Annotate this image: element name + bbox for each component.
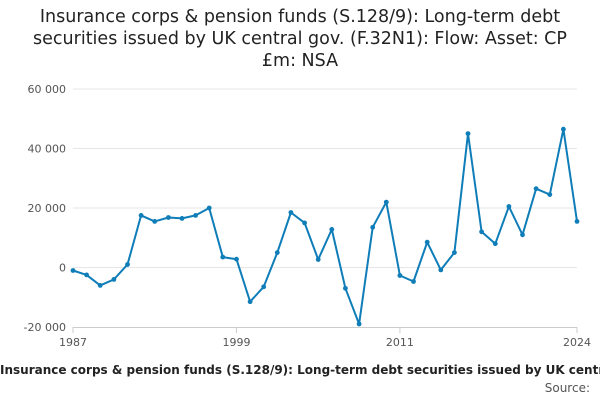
gridlines xyxy=(73,88,577,268)
data-point[interactable] xyxy=(315,257,321,262)
data-point[interactable] xyxy=(302,220,307,226)
data-point[interactable] xyxy=(411,279,416,284)
x-tick-label: 1987 xyxy=(59,336,87,349)
data-point[interactable] xyxy=(206,205,212,211)
x-axis-ticks: 1987 1999 2011 2024 xyxy=(59,327,591,349)
data-point[interactable] xyxy=(343,285,348,291)
y-tick-label: 20 000 xyxy=(28,202,67,215)
y-tick-label: 0 xyxy=(59,262,66,275)
data-point[interactable] xyxy=(247,299,253,305)
data-point[interactable] xyxy=(152,219,158,224)
data-point[interactable] xyxy=(111,277,117,282)
data-point[interactable] xyxy=(84,272,89,278)
data-point[interactable] xyxy=(234,256,239,262)
data-point[interactable] xyxy=(452,250,457,256)
y-axis-ticks: -20 000 0 20 000 40 000 60 000 xyxy=(24,83,66,334)
source-label: Source: xyxy=(544,381,590,395)
data-point[interactable] xyxy=(356,321,362,327)
data-point[interactable] xyxy=(574,219,580,224)
legend: Insurance corps & pension funds (S.128/9… xyxy=(0,363,600,377)
data-point[interactable] xyxy=(383,199,389,205)
series-points xyxy=(70,126,580,327)
series-line xyxy=(72,128,578,325)
data-point[interactable] xyxy=(561,126,566,132)
data-point[interactable] xyxy=(438,267,444,273)
x-tick-label: 1999 xyxy=(222,336,250,349)
data-point[interactable] xyxy=(506,204,512,209)
data-point[interactable] xyxy=(479,229,484,235)
data-point[interactable] xyxy=(179,216,185,221)
data-point[interactable] xyxy=(288,210,294,215)
data-point[interactable] xyxy=(547,192,553,198)
series-line-path xyxy=(72,128,578,325)
data-point[interactable] xyxy=(70,268,76,273)
data-point[interactable] xyxy=(274,250,280,256)
data-point[interactable] xyxy=(261,284,267,290)
data-point[interactable] xyxy=(492,241,498,247)
x-tick-label: 2024 xyxy=(563,336,591,349)
y-tick-label: 40 000 xyxy=(28,143,67,156)
data-point[interactable] xyxy=(329,227,335,232)
legend-entry: Insurance corps & pension funds (S.128/9… xyxy=(0,363,600,377)
data-point[interactable] xyxy=(520,232,525,238)
chart-title: Insurance corps & pension funds (S.128/9… xyxy=(33,7,567,71)
data-point[interactable] xyxy=(533,186,539,192)
data-point[interactable] xyxy=(370,224,376,230)
y-tick-label: 60 000 xyxy=(28,83,67,96)
data-point[interactable] xyxy=(465,131,471,137)
data-point[interactable] xyxy=(220,254,226,260)
data-point[interactable] xyxy=(193,213,199,218)
x-tick-label: 2011 xyxy=(386,336,414,349)
data-point[interactable] xyxy=(424,239,430,245)
data-point[interactable] xyxy=(138,213,144,218)
data-point[interactable] xyxy=(97,283,103,288)
y-tick-label: -20 000 xyxy=(24,321,66,334)
data-point[interactable] xyxy=(125,262,130,267)
data-point[interactable] xyxy=(397,273,403,278)
data-point[interactable] xyxy=(166,215,171,220)
